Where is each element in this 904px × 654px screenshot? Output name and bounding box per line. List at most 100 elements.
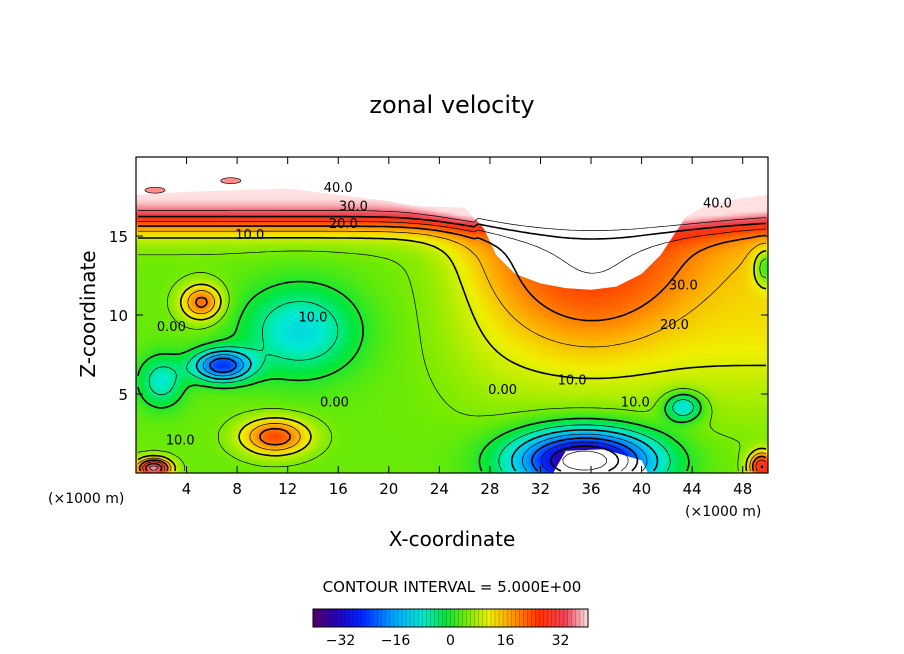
x-tick-label-28: 28 — [480, 480, 499, 498]
contour-label-0: 40.0 — [324, 181, 353, 196]
colorbar-bin — [555, 609, 560, 627]
colorbar-bin — [571, 609, 577, 627]
colorbar-bin — [333, 609, 338, 627]
x-tick-label-40: 40 — [632, 480, 651, 498]
colorbar-bin — [377, 609, 383, 627]
colorbar-bin — [446, 609, 451, 627]
contour-line-0 — [137, 280, 702, 472]
cloud-fragment-1 — [144, 186, 166, 194]
y-axis-title: Z-coordinate — [76, 250, 100, 377]
contour-line--20 — [209, 357, 639, 472]
contour-labels: 40.0 30.0 20.0 10.0 40.0 30.0 20.0 10.0 0.00 0.00… — [157, 181, 732, 449]
colorbar-bin — [490, 609, 496, 627]
colorbar-bin — [369, 609, 374, 627]
colorbar-bin — [317, 609, 322, 627]
colorbar-bin — [426, 609, 431, 627]
colorbar-bin — [422, 609, 427, 627]
contour-label-5: 30.0 — [669, 279, 698, 294]
colorbar-bin — [535, 609, 540, 627]
contour-label-2: 20.0 — [329, 217, 358, 232]
colorbar-bin — [579, 609, 585, 627]
x-unit-label-right: (×1000 m) — [685, 504, 761, 520]
x-tick-label-32: 32 — [531, 480, 550, 498]
colorbar-bin — [430, 609, 435, 627]
colorbar-bin — [393, 609, 399, 627]
x-tick-label-24: 24 — [430, 480, 449, 498]
x-axis-ticks: 4 8 12 16 20 24 28 32 36 40 44 48 — [182, 157, 752, 498]
chart-title: zonal velocity — [369, 91, 534, 119]
colorbar-tick-label-0: 0 — [446, 633, 455, 649]
x-tick-label-16: 16 — [329, 480, 348, 498]
colorbar-bin — [381, 609, 387, 627]
no-data-bottom-region — [553, 449, 648, 473]
colorbar-bin — [470, 609, 476, 627]
contour-line--35 — [562, 450, 607, 471]
colorbar-bin — [583, 609, 588, 627]
colorbar-bin — [401, 609, 407, 627]
colorbar-bin — [494, 609, 500, 627]
contour-label-10: 0.00 — [488, 383, 517, 398]
x-tick-label-8: 8 — [232, 480, 242, 498]
colorbar-bin — [361, 609, 366, 627]
colorbar-bin — [313, 609, 318, 627]
colorbar-bin — [345, 609, 350, 627]
colorbar-bin — [438, 609, 443, 627]
colorbar-bin — [389, 609, 395, 627]
colorbar-bin — [547, 609, 552, 627]
colorbar-bin — [373, 609, 379, 627]
colorbar-tick-label--16: −16 — [381, 633, 411, 649]
contour-line--15 — [202, 354, 648, 472]
contour-label-4: 40.0 — [703, 197, 732, 212]
colorbar-bin — [507, 609, 512, 627]
colorbar-bin — [397, 609, 403, 627]
colorbar-bin — [406, 609, 411, 627]
colorbar-bin — [474, 609, 480, 627]
colorbar-bin — [511, 609, 516, 627]
colorbar-ticks: −32 −16 0 16 32 — [326, 633, 570, 649]
colorbar-bin — [466, 609, 472, 627]
colorbar-bin — [567, 609, 573, 627]
colorbar-bin — [478, 609, 484, 627]
colorbar-bin — [341, 609, 346, 627]
heatmap-area — [136, 157, 768, 473]
contour-label-6: 20.0 — [660, 318, 689, 333]
contour-label-11: 10.0 — [558, 374, 587, 389]
colorbar-bin — [329, 609, 334, 627]
colorbar-bin — [559, 609, 565, 627]
colorbar-bin — [353, 609, 358, 627]
colorbar-bin — [515, 609, 520, 627]
colorbar-bin — [337, 609, 342, 627]
colorbar-bin — [482, 609, 488, 627]
colorbar-tick-label--32: −32 — [326, 633, 356, 649]
contour-label-12: 10.0 — [621, 396, 650, 411]
colorbar-bin — [575, 609, 581, 627]
colorbar-bin — [357, 609, 362, 627]
contour-line--10 — [195, 350, 659, 472]
colorbar-bin — [454, 609, 459, 627]
x-axis-title: X-coordinate — [389, 527, 516, 551]
colorbar-bin — [442, 609, 447, 627]
x-tick-label-4: 4 — [182, 480, 192, 498]
colorbar-bin — [434, 609, 439, 627]
contour-interval-label: CONTOUR INTERVAL = 5.000E+00 — [323, 578, 582, 596]
colorbar-tick-label-16: 16 — [497, 633, 515, 649]
contour-line-25 — [138, 221, 767, 472]
y-tick-label-15: 15 — [109, 228, 128, 246]
colorbar-bin — [321, 609, 326, 627]
no-data-top-region — [136, 157, 768, 290]
colorbar-bin — [486, 609, 492, 627]
colorbar-bin — [503, 609, 508, 627]
colorbar-bin — [458, 609, 463, 627]
contour-line--30 — [550, 445, 620, 472]
y-tick-label-10: 10 — [109, 307, 128, 325]
colorbar-stripes — [313, 609, 588, 627]
contour-label-8: 0.00 — [157, 320, 186, 335]
contour-label-3: 10.0 — [235, 228, 264, 243]
contour-line-10 — [137, 237, 767, 472]
colorbar-bin — [519, 609, 524, 627]
colorbar-bin — [450, 609, 455, 627]
colorbar-bin — [551, 609, 556, 627]
y-axis-ticks: 5 10 15 — [109, 228, 768, 404]
colorbar-bin — [325, 609, 330, 627]
